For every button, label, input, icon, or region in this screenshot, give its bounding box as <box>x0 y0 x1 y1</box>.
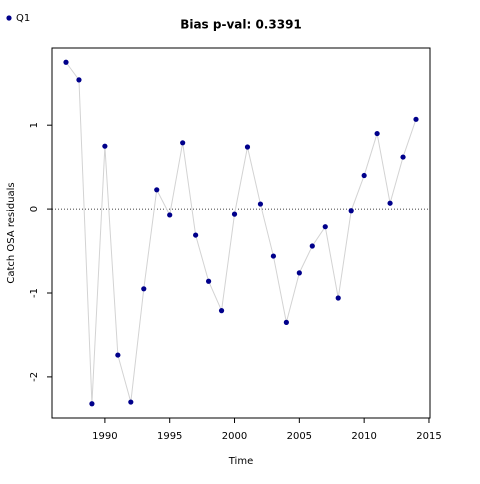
y-tick-label: -1 <box>29 288 40 298</box>
data-point <box>205 278 212 284</box>
data-point <box>244 144 251 150</box>
legend-marker <box>6 15 12 21</box>
y-axis-label: Catch OSA residuals <box>6 182 17 283</box>
data-point <box>400 154 406 160</box>
data-point <box>154 187 160 193</box>
data-point <box>218 308 225 314</box>
data-point <box>296 270 302 276</box>
legend-label: Q1 <box>16 13 30 24</box>
data-point <box>63 59 69 65</box>
data-point <box>89 401 95 407</box>
data-point <box>167 212 173 218</box>
data-point <box>374 130 380 137</box>
data-point <box>180 140 186 146</box>
data-point <box>283 319 289 325</box>
y-tick-label: 1 <box>29 122 40 128</box>
data-point <box>102 143 108 149</box>
x-axis-label: Time <box>228 456 253 467</box>
plot-frame <box>51 47 431 419</box>
series-line <box>65 61 417 404</box>
data-point <box>128 399 134 405</box>
x-tick-label: 2000 <box>222 431 247 442</box>
x-tick-label: 2005 <box>287 431 312 442</box>
y-tick-label: 0 <box>29 206 40 212</box>
data-point <box>348 208 354 214</box>
data-point <box>413 116 419 122</box>
data-point <box>361 172 367 179</box>
data-point <box>231 211 238 217</box>
data-point <box>335 295 341 301</box>
x-tick-label: 1990 <box>92 431 117 442</box>
x-tick-label: 1995 <box>157 431 182 442</box>
data-point <box>141 286 147 292</box>
data-point <box>322 224 328 230</box>
y-tick-label: -2 <box>29 372 40 382</box>
x-tick-label: 2010 <box>351 431 376 442</box>
data-point <box>257 201 264 207</box>
data-point <box>115 352 121 358</box>
data-point <box>270 253 277 259</box>
data-point <box>193 232 199 238</box>
data-point <box>387 200 393 206</box>
chart-title: Bias p-val: 0.3391 <box>180 18 302 32</box>
data-point <box>76 77 82 83</box>
x-tick-label: 2015 <box>416 431 441 442</box>
data-point <box>309 243 315 249</box>
